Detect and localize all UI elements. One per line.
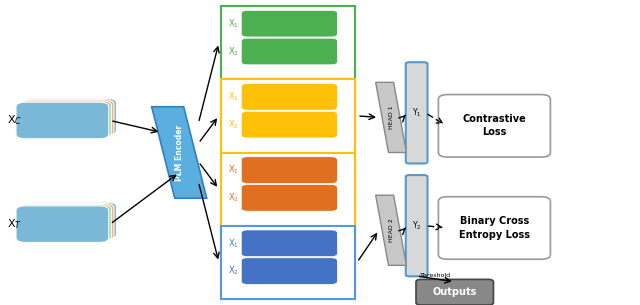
FancyBboxPatch shape [241, 10, 337, 37]
FancyBboxPatch shape [406, 62, 428, 163]
FancyBboxPatch shape [241, 185, 337, 211]
FancyBboxPatch shape [24, 202, 116, 239]
Text: Contrastive
Loss: Contrastive Loss [463, 114, 526, 138]
FancyBboxPatch shape [21, 100, 114, 136]
Text: X$_2$: X$_2$ [228, 265, 239, 277]
FancyBboxPatch shape [438, 197, 550, 259]
Text: HEAD 2: HEAD 2 [388, 218, 394, 242]
Polygon shape [152, 107, 207, 198]
Text: X$_1$: X$_1$ [228, 237, 239, 249]
Text: X$_2$: X$_2$ [228, 45, 239, 58]
Text: X$_1$: X$_1$ [228, 17, 239, 30]
Text: HEAD 1: HEAD 1 [388, 106, 394, 129]
FancyBboxPatch shape [241, 38, 337, 65]
Bar [221, 6, 355, 79]
Bar [221, 79, 355, 152]
FancyBboxPatch shape [241, 157, 337, 183]
FancyBboxPatch shape [19, 101, 111, 138]
FancyBboxPatch shape [19, 205, 111, 241]
Text: Outputs: Outputs [433, 287, 477, 297]
FancyBboxPatch shape [21, 203, 114, 240]
Text: X$_C$: X$_C$ [7, 113, 22, 127]
FancyBboxPatch shape [241, 258, 337, 284]
Text: X$_2$: X$_2$ [228, 118, 239, 131]
Bar [221, 226, 355, 299]
Text: X$_2$: X$_2$ [228, 192, 239, 204]
Text: Y$_2$: Y$_2$ [412, 220, 422, 232]
FancyBboxPatch shape [16, 102, 109, 139]
FancyBboxPatch shape [241, 230, 337, 257]
Text: Y$_1$: Y$_1$ [412, 107, 422, 119]
FancyBboxPatch shape [438, 95, 550, 157]
Polygon shape [376, 82, 406, 152]
FancyBboxPatch shape [406, 175, 428, 276]
FancyBboxPatch shape [16, 206, 109, 242]
Bar [221, 6, 355, 299]
FancyBboxPatch shape [416, 279, 493, 305]
Text: X$_1$: X$_1$ [228, 164, 239, 176]
Polygon shape [376, 195, 406, 265]
Text: X$_T$: X$_T$ [8, 217, 22, 231]
FancyBboxPatch shape [24, 99, 116, 135]
FancyBboxPatch shape [241, 84, 337, 110]
Bar [221, 152, 355, 226]
Text: X$_1$: X$_1$ [228, 91, 239, 103]
Text: Threshold: Threshold [420, 273, 451, 278]
Text: PLM Encoder: PLM Encoder [175, 124, 184, 181]
Text: Binary Cross
Entropy Loss: Binary Cross Entropy Loss [459, 216, 530, 240]
FancyBboxPatch shape [241, 111, 337, 138]
